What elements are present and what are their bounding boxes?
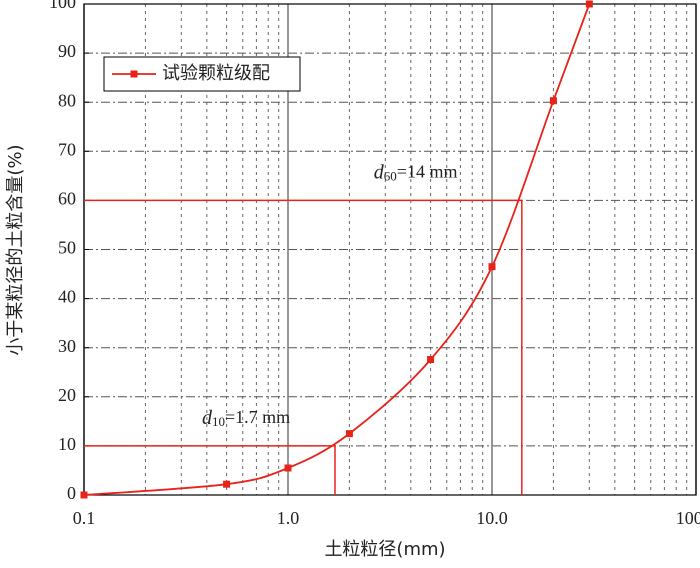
legend-marker (130, 70, 138, 78)
y-tick-label: 0 (67, 483, 76, 503)
annotation-symbol: d (374, 161, 385, 183)
point (549, 97, 557, 105)
y-tick-label: 50 (58, 238, 76, 258)
point (345, 430, 353, 438)
y-tick-label: 70 (58, 139, 76, 159)
annotation: d10=1.7 mm (202, 406, 290, 428)
y-tick-label: 80 (58, 90, 76, 110)
y-tick-label: 60 (58, 189, 76, 209)
plot-frame (83, 3, 697, 496)
x-tick-label: 1.0 (277, 508, 300, 528)
point (427, 355, 435, 363)
point (488, 263, 496, 271)
annotation-subscript: 60 (384, 168, 397, 183)
annotation-text: =1.7 mm (225, 407, 290, 427)
annotation-text: =14 mm (397, 162, 458, 182)
y-tick-label: 30 (58, 336, 76, 356)
reference-line (84, 445, 336, 495)
y-tick-label: 10 (58, 434, 76, 454)
point (80, 491, 88, 499)
y-tick-label: 40 (58, 287, 76, 307)
y-tick-label: 90 (58, 41, 76, 61)
point (284, 464, 292, 472)
y-tick-label: 100 (49, 0, 76, 12)
point (223, 480, 231, 488)
annotation: d60=14 mm (374, 161, 458, 183)
x-tick-label: 100.0 (676, 508, 700, 528)
reference-line (84, 199, 523, 495)
y-axis-label: 小于某粒径的土粒含量(%) (5, 144, 26, 355)
y-tick-label: 20 (58, 385, 76, 405)
x-axis-label: 土粒粒径(mm) (324, 539, 445, 560)
x-tick-label: 10.0 (476, 508, 508, 528)
x-tick-label: 0.1 (73, 508, 96, 528)
legend-label: 试验颗粒级配 (162, 63, 270, 84)
annotation-symbol: d (202, 406, 213, 428)
point (585, 0, 593, 8)
annotation-subscript: 10 (212, 414, 225, 429)
